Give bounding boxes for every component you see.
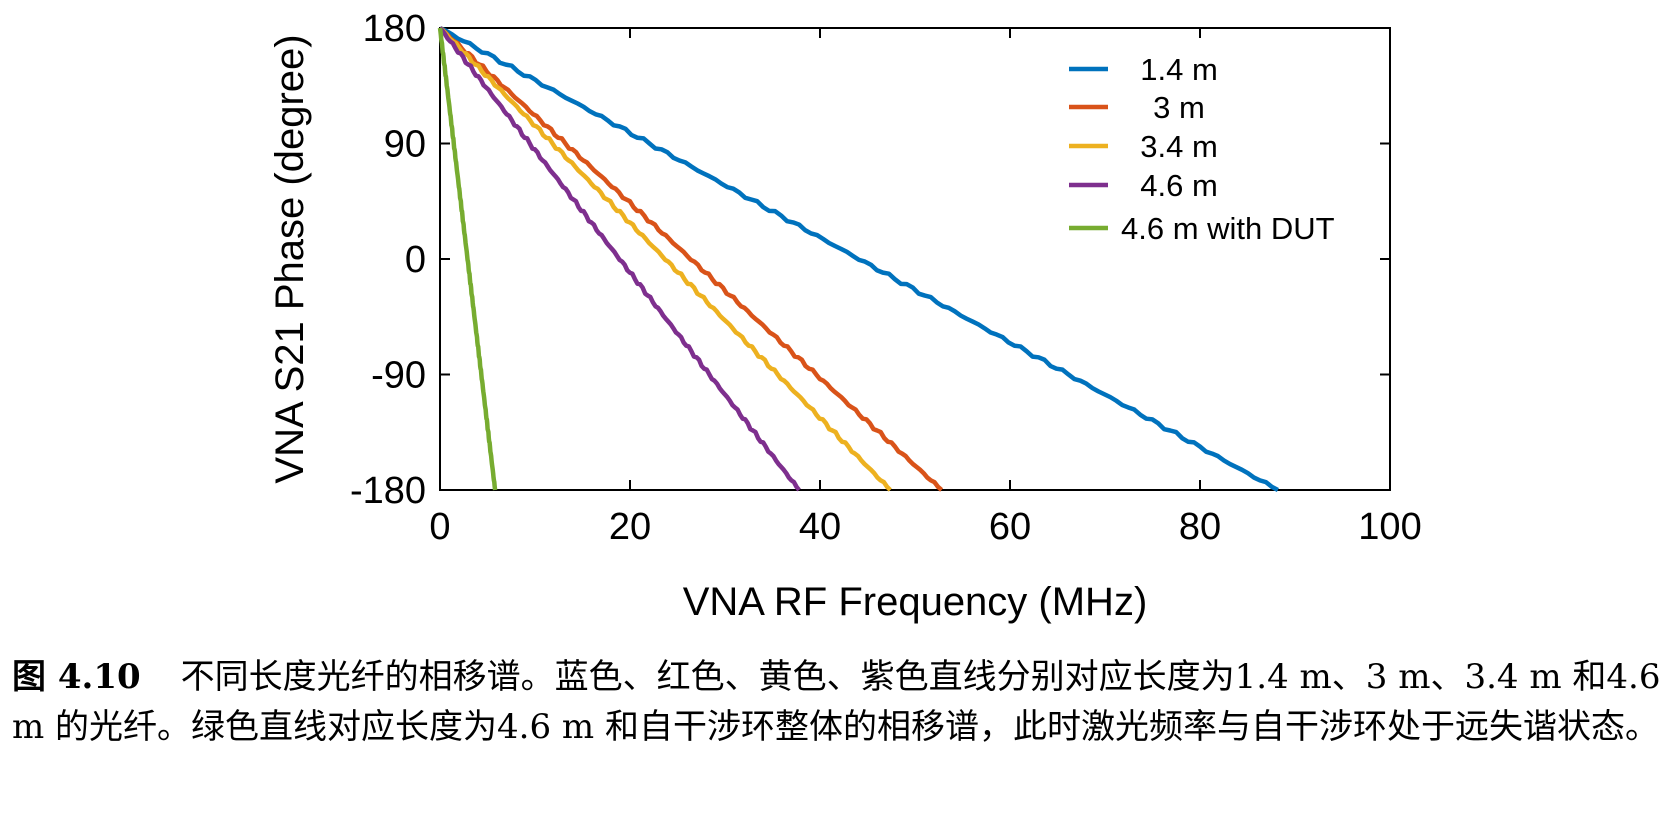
x-tick-label: 80 xyxy=(1179,506,1221,548)
legend: 1.4 m3 m 3.4 m 4.6 m 4.6 m with DUT xyxy=(1069,52,1335,246)
legend-label: 3 m xyxy=(1153,90,1205,125)
y-tick-label: 0 xyxy=(405,239,426,281)
plot-area xyxy=(439,27,1391,491)
figure-caption: 图 4.10 不同长度光纤的相移谱。蓝色、红色、黄色、紫色直线分别对应长度为1.4… xyxy=(12,652,1672,752)
series-line xyxy=(439,25,1279,492)
legend-label: 4.6 m xyxy=(1140,168,1218,203)
x-tick-labels: 0 20 40 60 80 100 xyxy=(429,506,1421,548)
caption-text: 不同长度光纤的相移谱。蓝色、红色、黄色、紫色直线分别对应长度为1.4 m、3 m… xyxy=(12,657,1661,747)
y-tick-label: 90 xyxy=(384,124,426,166)
series-lines xyxy=(437,25,1279,492)
y-tick-label: -90 xyxy=(371,355,426,397)
x-tick-label: 40 xyxy=(799,506,841,548)
x-axis-title: VNA RF Frequency (MHz) xyxy=(683,580,1148,624)
x-tick-label: 20 xyxy=(609,506,651,548)
series-line xyxy=(438,26,801,492)
legend-label: 1.4 m xyxy=(1140,52,1218,87)
y-tick-labels: 180 90 0 -90 -180 xyxy=(350,8,426,512)
series-line xyxy=(438,26,944,492)
legend-label: 3.4 m xyxy=(1140,129,1218,164)
y-tick-label: 180 xyxy=(363,8,426,50)
x-tick-label: 100 xyxy=(1358,506,1421,548)
figure-number: 图 4.10 xyxy=(12,657,141,697)
phase-chart: 0 20 40 60 80 100 180 90 0 -90 -180 1.4 m3 m 3.4 m… xyxy=(268,8,1422,624)
x-tick-label: 0 xyxy=(429,506,450,548)
y-tick-label: -180 xyxy=(350,470,426,512)
y-axis-title: VNA S21 Phase (degree) xyxy=(268,34,312,483)
x-tick-label: 60 xyxy=(989,506,1031,548)
series-line xyxy=(438,26,892,492)
legend-label: 4.6 m with DUT xyxy=(1121,211,1335,246)
series-line xyxy=(437,27,498,491)
